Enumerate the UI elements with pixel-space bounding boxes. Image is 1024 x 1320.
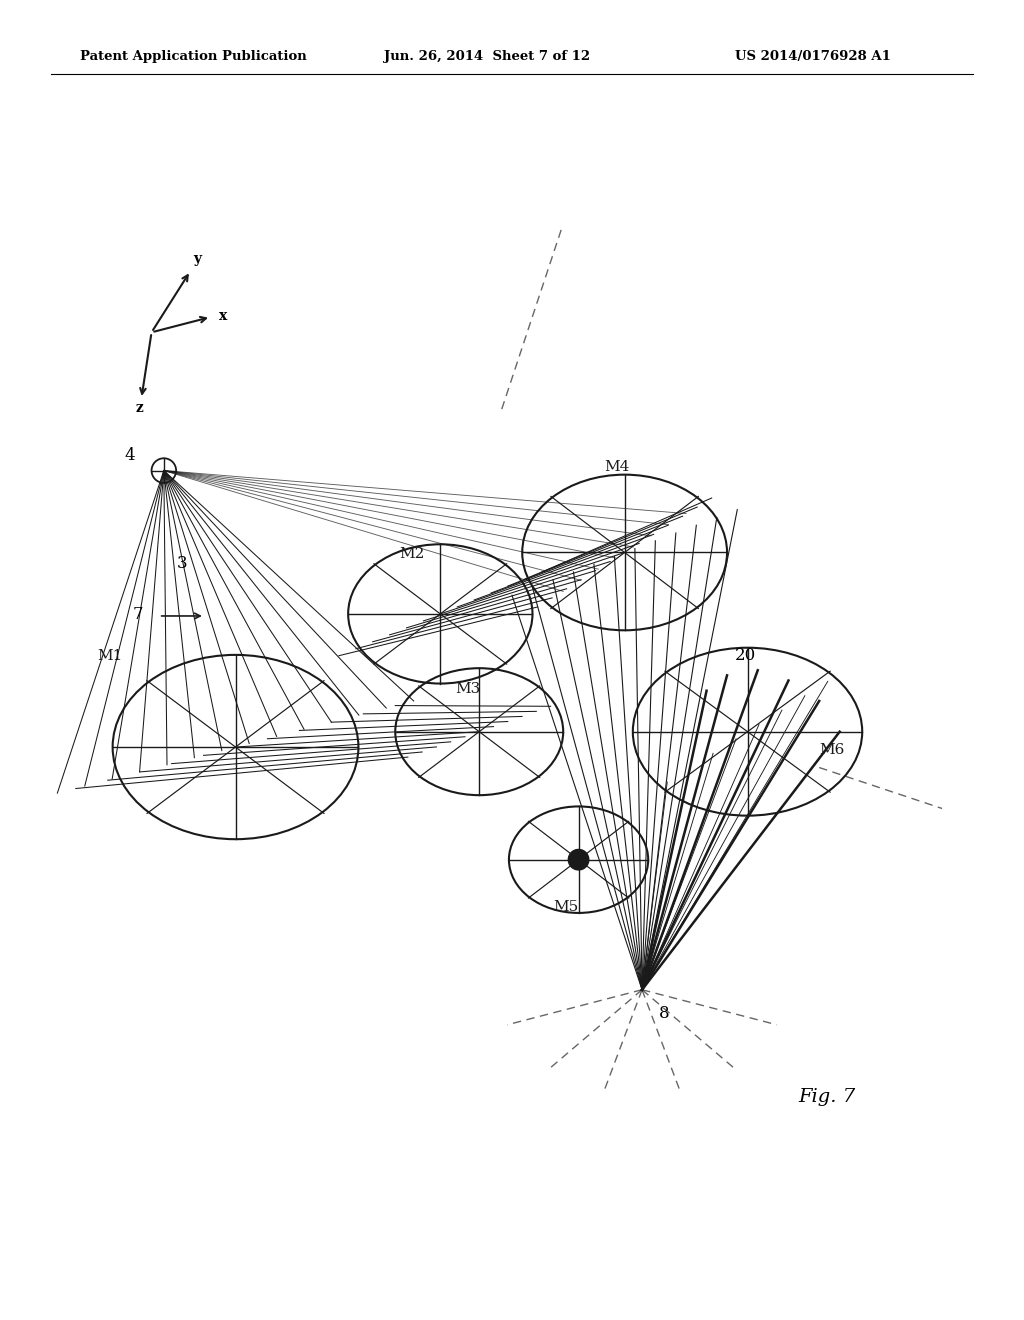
Text: y: y (194, 252, 202, 265)
Text: M5: M5 (553, 900, 579, 913)
Text: z: z (135, 401, 143, 416)
Text: 3: 3 (177, 554, 187, 572)
Text: M1: M1 (97, 649, 123, 663)
Circle shape (568, 850, 589, 870)
Text: 7: 7 (133, 606, 143, 623)
Text: Jun. 26, 2014  Sheet 7 of 12: Jun. 26, 2014 Sheet 7 of 12 (384, 50, 590, 63)
Text: US 2014/0176928 A1: US 2014/0176928 A1 (735, 50, 891, 63)
Text: Fig. 7: Fig. 7 (799, 1089, 856, 1106)
Text: 8: 8 (658, 1006, 669, 1023)
Text: M4: M4 (604, 459, 630, 474)
Text: M6: M6 (819, 743, 845, 758)
Text: 20: 20 (735, 647, 757, 664)
Text: M2: M2 (399, 546, 425, 561)
Text: x: x (219, 309, 227, 323)
Text: Patent Application Publication: Patent Application Publication (80, 50, 306, 63)
Text: 4: 4 (125, 447, 135, 465)
Text: M3: M3 (456, 681, 481, 696)
